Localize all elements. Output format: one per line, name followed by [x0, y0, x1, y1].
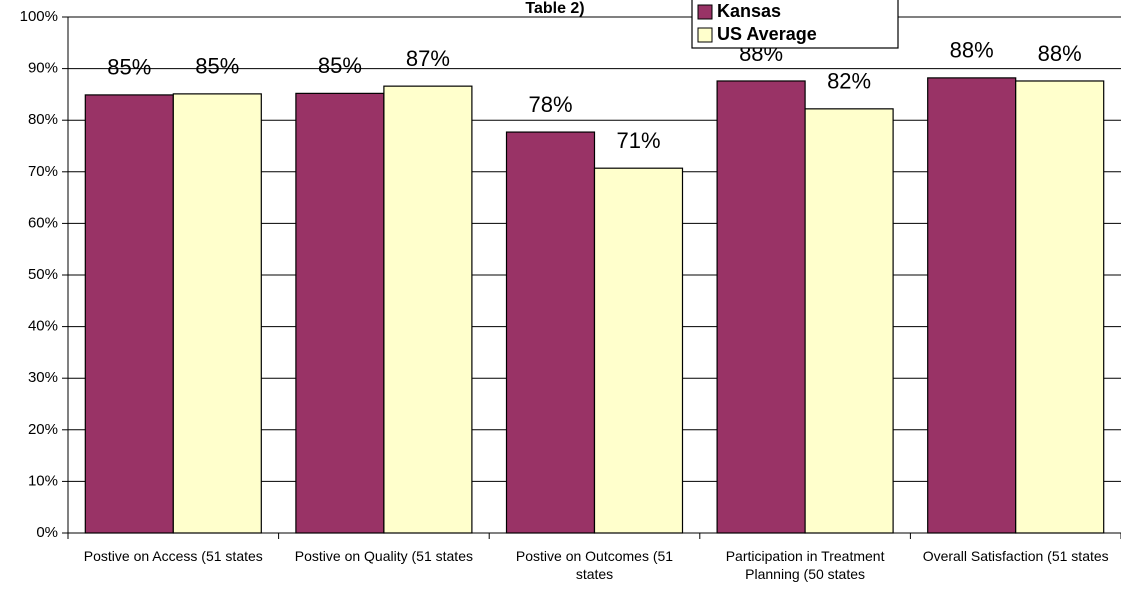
x-tick-label: Participation in Treatment Planning (50 …	[725, 548, 885, 582]
data-label: 88%	[1038, 41, 1082, 66]
data-label: 71%	[616, 128, 660, 153]
legend-swatch	[697, 4, 713, 20]
bar	[716, 80, 806, 534]
bar	[295, 92, 385, 534]
y-tick-label: 100%	[20, 8, 58, 25]
x-tick-label: Postive on Quality (51 states	[294, 548, 473, 564]
data-label: 78%	[528, 92, 572, 117]
legend-label: Kansas	[717, 1, 781, 21]
chart-title: Table 2)	[525, 0, 584, 17]
y-tick-label: 90%	[28, 60, 58, 77]
y-tick-label: 50%	[28, 266, 58, 283]
data-label: 85%	[195, 54, 239, 79]
x-tick-label: Postive on Access (51 states	[83, 548, 263, 564]
y-tick-label: 70%	[28, 163, 58, 180]
bar	[804, 108, 894, 534]
y-tick-label: 80%	[28, 111, 58, 128]
bar	[1015, 80, 1105, 534]
bar	[593, 167, 684, 534]
bar	[172, 93, 262, 534]
y-tick-label: 40%	[28, 318, 58, 335]
data-label: 82%	[827, 69, 871, 94]
data-label: 85%	[318, 53, 362, 78]
data-label: 88%	[950, 38, 994, 63]
x-tick-label: Postive on Outcomes (51 states	[515, 548, 674, 582]
data-label: 85%	[107, 55, 151, 80]
bar	[927, 77, 1017, 534]
y-tick-label: 10%	[28, 472, 58, 489]
y-tick-label: 30%	[28, 369, 58, 386]
legend-swatch	[697, 27, 713, 43]
data-label: 87%	[406, 46, 450, 71]
y-tick-label: 60%	[28, 214, 58, 231]
y-tick-label: 0%	[36, 524, 58, 541]
bar	[505, 131, 596, 534]
legend-label: US Average	[717, 24, 817, 44]
x-tick-label: Overall Satisfaction (51 states	[922, 548, 1109, 564]
bar	[84, 94, 174, 534]
bar	[383, 85, 473, 534]
y-tick-label: 20%	[28, 421, 58, 438]
legend-box	[691, 0, 899, 49]
